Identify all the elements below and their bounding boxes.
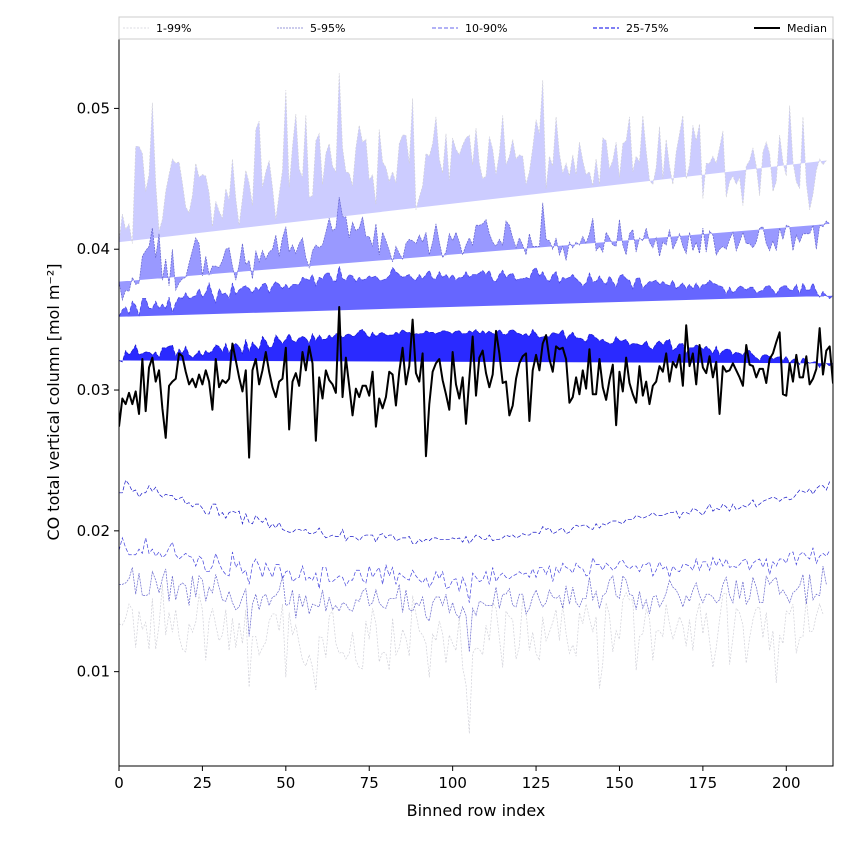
x-axis: 0 25 50 75 100 125 150 175 200 — [114, 766, 801, 792]
legend-label-Median: Median — [787, 22, 827, 35]
legend-label-5-95: 5-95% — [310, 22, 345, 35]
y-tick-label: 0.03 — [77, 381, 110, 399]
y-axis: 0.01 0.02 0.03 0.04 0.05 — [77, 99, 119, 681]
band-upper-edge-25-75 — [119, 328, 833, 369]
legend-label-1-99: 1-99% — [156, 22, 191, 35]
x-tick-label: 200 — [772, 774, 801, 792]
legend-label-10-90: 10-90% — [465, 22, 507, 35]
band-lower-edge-5-95 — [119, 565, 827, 652]
x-axis-label: Binned row index — [407, 801, 546, 820]
y-tick-label: 0.05 — [77, 99, 110, 117]
legend-label-25-75: 25-75% — [626, 22, 668, 35]
x-tick-label: 150 — [605, 774, 634, 792]
band-5-95 — [119, 197, 830, 300]
bands-layer — [119, 73, 833, 734]
x-tick-label: 0 — [114, 774, 124, 792]
x-tick-label: 100 — [438, 774, 467, 792]
y-tick-label: 0.04 — [77, 240, 110, 258]
band-lower-edge-10-90 — [119, 536, 830, 603]
band-25-75 — [119, 329, 833, 368]
band-upper-edge-5-95 — [119, 197, 830, 302]
band-lower-edge-25-75 — [119, 479, 830, 545]
x-tick-label: 25 — [193, 774, 212, 792]
band-10-90 — [119, 266, 833, 317]
y-axis-label: CO total vertical column [mol m⁻²] — [44, 263, 63, 540]
band-upper-edge-10-90 — [119, 266, 833, 317]
y-tick-label: 0.01 — [77, 663, 110, 681]
legend: 1-99% 5-95% 10-90% 25-75% Median — [118, 16, 834, 40]
x-tick-label: 125 — [522, 774, 551, 792]
band-lower-edge-1-99 — [119, 584, 824, 734]
median-line — [119, 305, 833, 459]
median-layer — [119, 305, 833, 459]
y-tick-label: 0.02 — [77, 522, 110, 540]
x-tick-label: 50 — [276, 774, 295, 792]
band-1-99 — [119, 73, 827, 244]
x-tick-label: 75 — [360, 774, 379, 792]
legend-frame — [118, 16, 834, 40]
x-tick-label: 175 — [689, 774, 718, 792]
